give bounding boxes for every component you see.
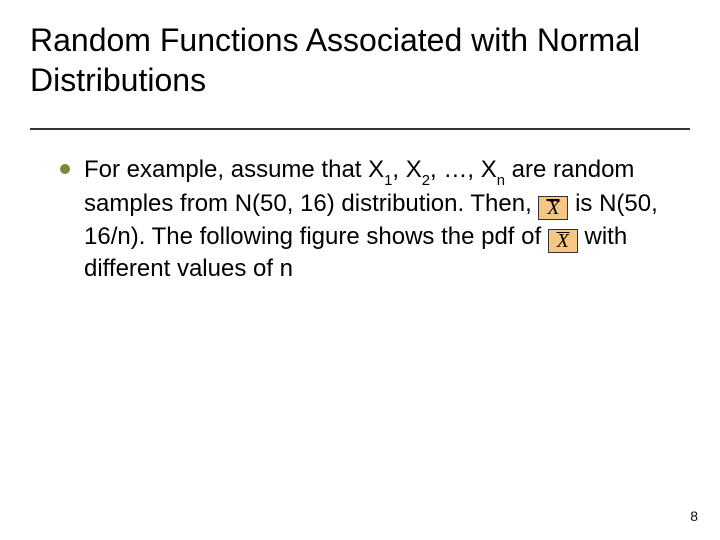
- page-number: 8: [690, 508, 698, 524]
- text-fragment: , X: [392, 156, 421, 183]
- xbar-letter: X: [547, 198, 559, 218]
- page-title: Random Functions Associated with Normal …: [30, 20, 690, 100]
- bullet-item: For example, assume that X1, X2, …, Xn a…: [60, 154, 690, 286]
- xbar-letter: X: [557, 231, 569, 251]
- bullet-dot-icon: [60, 164, 70, 174]
- overline-icon: [547, 199, 560, 200]
- text-fragment: , …, X: [430, 156, 497, 183]
- slide: Random Functions Associated with Normal …: [0, 0, 720, 540]
- xbar-icon: X: [548, 229, 578, 253]
- subscript: 2: [422, 173, 430, 189]
- subscript: n: [497, 173, 505, 189]
- subscript: 1: [384, 173, 392, 189]
- xbar-icon: X: [538, 196, 568, 220]
- bullet-text: For example, assume that X1, X2, …, Xn a…: [84, 154, 690, 286]
- body: For example, assume that X1, X2, …, Xn a…: [30, 154, 690, 286]
- text-fragment: For example, assume that X: [84, 156, 384, 183]
- title-block: Random Functions Associated with Normal …: [30, 20, 690, 130]
- overline-icon: [556, 232, 569, 233]
- title-underline: [30, 128, 690, 130]
